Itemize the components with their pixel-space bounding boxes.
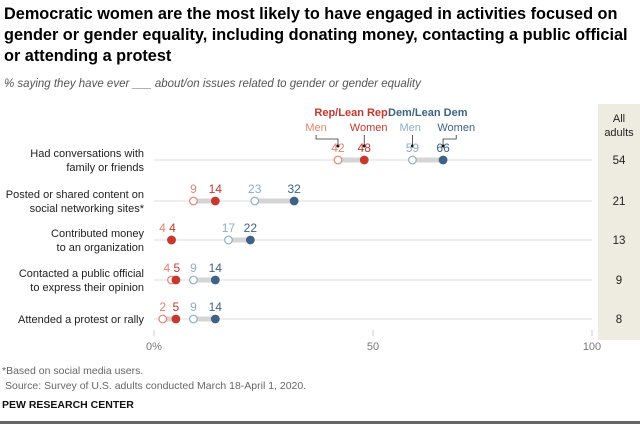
x-tick-label: 50 — [367, 341, 379, 353]
all-adults-value: 21 — [613, 196, 626, 208]
data-label: 14 — [209, 261, 223, 275]
data-dot — [289, 196, 299, 206]
data-label: 14 — [209, 182, 223, 196]
x-tick-label: 0% — [146, 341, 162, 353]
pew-logo-text: PEW RESEARCH CENTER — [2, 399, 134, 411]
data-dot — [210, 196, 220, 206]
data-dot — [158, 314, 168, 324]
legend-leader-dot — [410, 144, 414, 148]
data-label: 5 — [173, 300, 180, 314]
data-label: 9 — [190, 261, 197, 275]
all-adults-header: All — [613, 113, 625, 125]
data-dot — [408, 155, 417, 165]
data-dot — [171, 314, 181, 324]
data-label: 2 — [159, 300, 166, 314]
all-adults-value: 9 — [616, 275, 622, 287]
data-dot — [333, 155, 343, 165]
data-dot — [189, 196, 198, 206]
source-note: Source: Survey of U.S. adults conducted … — [5, 380, 307, 392]
category-label: Posted or shared content on — [6, 189, 144, 201]
category-label: Had conversations with — [30, 148, 144, 160]
data-label: 14 — [209, 300, 223, 314]
data-label: 42 — [331, 141, 345, 155]
legend-leader — [315, 135, 339, 146]
legend-leader-dot — [336, 144, 340, 148]
bottom-rule — [0, 421, 640, 424]
data-label: 17 — [222, 221, 236, 235]
category-label: to an organization — [57, 242, 144, 254]
data-dot — [210, 314, 220, 324]
chart-title: Democratic women are the most likely to … — [4, 5, 628, 65]
data-label: 4 — [169, 221, 176, 235]
data-label: 5 — [174, 261, 181, 275]
data-label: 9 — [190, 300, 197, 314]
data-label: 22 — [244, 221, 258, 235]
category-label: social networking sites* — [30, 203, 145, 215]
category-label: to express their opinion — [30, 282, 144, 294]
data-dot — [245, 235, 255, 245]
footnote: *Based on social media users. — [2, 365, 144, 377]
data-dot — [210, 275, 220, 285]
all-adults-column — [598, 104, 640, 340]
all-adults-value: 8 — [616, 314, 622, 326]
legend-series-label: Women — [350, 122, 388, 134]
data-label: 66 — [436, 141, 450, 155]
data-label: 59 — [406, 141, 420, 155]
category-label: Contributed money — [51, 228, 144, 240]
all-adults-value: 13 — [613, 235, 626, 247]
data-dot — [359, 155, 369, 165]
data-dot — [224, 235, 233, 245]
data-dot — [250, 196, 260, 206]
legend-leader-dot — [362, 144, 366, 148]
legend-series-label: Men — [305, 122, 326, 134]
legend-series-label: Women — [437, 122, 475, 134]
legend-group-dem: Dem/Lean Dem — [388, 107, 468, 119]
data-dot — [189, 275, 198, 285]
data-label: 4 — [164, 261, 171, 275]
data-label: 4 — [159, 221, 166, 235]
data-dot — [438, 155, 448, 165]
data-label: 23 — [248, 182, 262, 196]
all-adults-header: adults — [604, 127, 634, 139]
legend-leader — [442, 135, 457, 146]
data-dot — [171, 275, 181, 285]
category-label: Contacted a public official — [19, 268, 144, 280]
data-label: 32 — [287, 182, 301, 196]
legend-group-rep: Rep/Lean Rep — [314, 107, 388, 119]
data-label: 48 — [358, 141, 372, 155]
chart-subtitle: % saying they have ever ___ about/on iss… — [4, 78, 421, 90]
category-label: Attended a protest or rally — [18, 314, 144, 326]
data-dot — [167, 235, 176, 245]
all-adults-value: 54 — [613, 155, 626, 167]
data-dot — [189, 314, 198, 324]
data-label: 9 — [190, 182, 197, 196]
category-label: family or friends — [66, 162, 144, 174]
x-tick-label: 100 — [583, 341, 601, 353]
legend-leader-dot — [441, 144, 445, 148]
legend-series-label: Men — [400, 122, 421, 134]
